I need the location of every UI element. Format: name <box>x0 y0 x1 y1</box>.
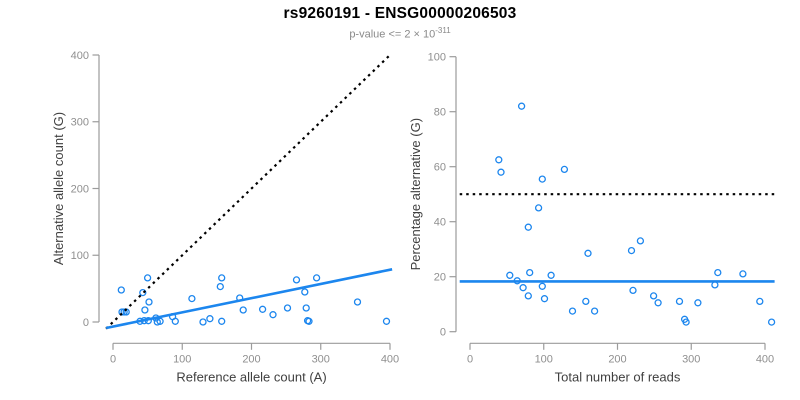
data-point <box>534 204 543 212</box>
data-point <box>269 311 277 319</box>
data-point <box>143 274 152 282</box>
data-point <box>590 307 599 315</box>
x-tick-label: 400 <box>381 353 399 365</box>
data-point <box>506 271 514 279</box>
data-point <box>568 307 577 315</box>
data-point <box>714 268 722 277</box>
x-tick-label: 100 <box>535 353 553 365</box>
data-point <box>145 298 153 306</box>
data-point <box>682 318 690 326</box>
x-tick-label: 0 <box>467 353 473 365</box>
y-tick-label: 20 <box>434 272 446 284</box>
data-point <box>495 156 503 164</box>
pvalue-exponent: -311 <box>435 26 451 35</box>
data-point <box>301 288 309 296</box>
data-point <box>524 292 532 300</box>
data-point <box>199 318 207 326</box>
y-tick-label: 200 <box>71 183 89 195</box>
y-tick-label: 0 <box>83 317 89 329</box>
data-point <box>649 292 658 300</box>
data-point <box>258 305 267 313</box>
data-point <box>540 295 549 303</box>
data-point <box>139 288 147 297</box>
data-point <box>582 297 590 306</box>
data-point <box>171 317 179 325</box>
data-point <box>497 168 505 176</box>
data-point <box>283 304 292 312</box>
data-point <box>216 282 224 291</box>
y-tick-label: 100 <box>71 250 89 262</box>
page-title: rs9260191 - ENSG00000206503 <box>283 5 517 22</box>
x-tick-label: 200 <box>608 353 626 365</box>
data-point <box>629 286 637 295</box>
data-point <box>584 249 592 257</box>
data-point <box>627 246 636 255</box>
data-point <box>218 317 226 325</box>
data-point <box>218 274 226 282</box>
data-point <box>526 268 534 277</box>
data-point <box>353 298 362 306</box>
data-point <box>756 297 764 306</box>
data-point <box>120 308 128 316</box>
x-tick-label: 400 <box>756 353 774 365</box>
y-tick-label: 60 <box>434 162 446 174</box>
x-tick-label: 100 <box>173 353 191 365</box>
data-point <box>156 317 164 325</box>
y-tick-label: 40 <box>434 217 446 229</box>
data-point <box>312 274 321 282</box>
x-tick-label: 200 <box>242 353 260 365</box>
right-panel: 0 20 40 60 80 100 0 100 200 300 400 Total number of… <box>408 52 776 384</box>
data-point <box>524 223 532 231</box>
data-point <box>292 276 301 284</box>
y-axis-title: Percentage alternative (G) <box>408 118 423 270</box>
x-tick-label: 0 <box>110 353 116 365</box>
data-point <box>382 317 391 325</box>
x-axis-title: Reference allele count (A) <box>176 369 326 384</box>
data-point <box>302 304 310 312</box>
x-tick-label: 300 <box>682 353 700 365</box>
data-point <box>188 294 196 303</box>
y-axis-title: Alternative allele count (G) <box>51 112 66 265</box>
data-point <box>517 102 526 110</box>
data-point <box>239 306 247 314</box>
data-point <box>547 271 555 279</box>
identity-line <box>105 54 391 330</box>
pvalue-subtitle: p-value <= 2 × 10-311 <box>0 26 800 41</box>
data-point <box>636 237 645 245</box>
y-tick-label: 300 <box>71 117 89 129</box>
data-point <box>117 286 125 294</box>
data-point <box>141 306 149 314</box>
data-point <box>654 299 662 307</box>
pvalue-text: p-value <= 2 × 10 <box>349 28 436 41</box>
x-tick-label: 300 <box>312 353 330 365</box>
data-point <box>560 165 569 174</box>
data-point <box>206 315 214 323</box>
y-tick-label: 0 <box>440 327 446 339</box>
x-axis-title: Total number of reads <box>555 369 681 384</box>
y-tick-label: 100 <box>428 52 446 64</box>
regression-line <box>105 268 393 330</box>
data-point <box>118 308 126 316</box>
data-point <box>675 297 684 306</box>
data-point <box>519 284 527 292</box>
data-point <box>305 317 313 325</box>
data-point <box>694 299 702 307</box>
y-tick-label: 400 <box>71 50 89 62</box>
data-point <box>538 175 546 183</box>
y-tick-label: 80 <box>434 107 446 119</box>
data-point <box>538 282 546 290</box>
data-point <box>711 281 719 289</box>
left-panel: 0 100 200 300 400 0 100 200 300 400 Reference alle… <box>51 50 399 384</box>
data-point <box>767 318 776 326</box>
data-point <box>739 270 747 278</box>
